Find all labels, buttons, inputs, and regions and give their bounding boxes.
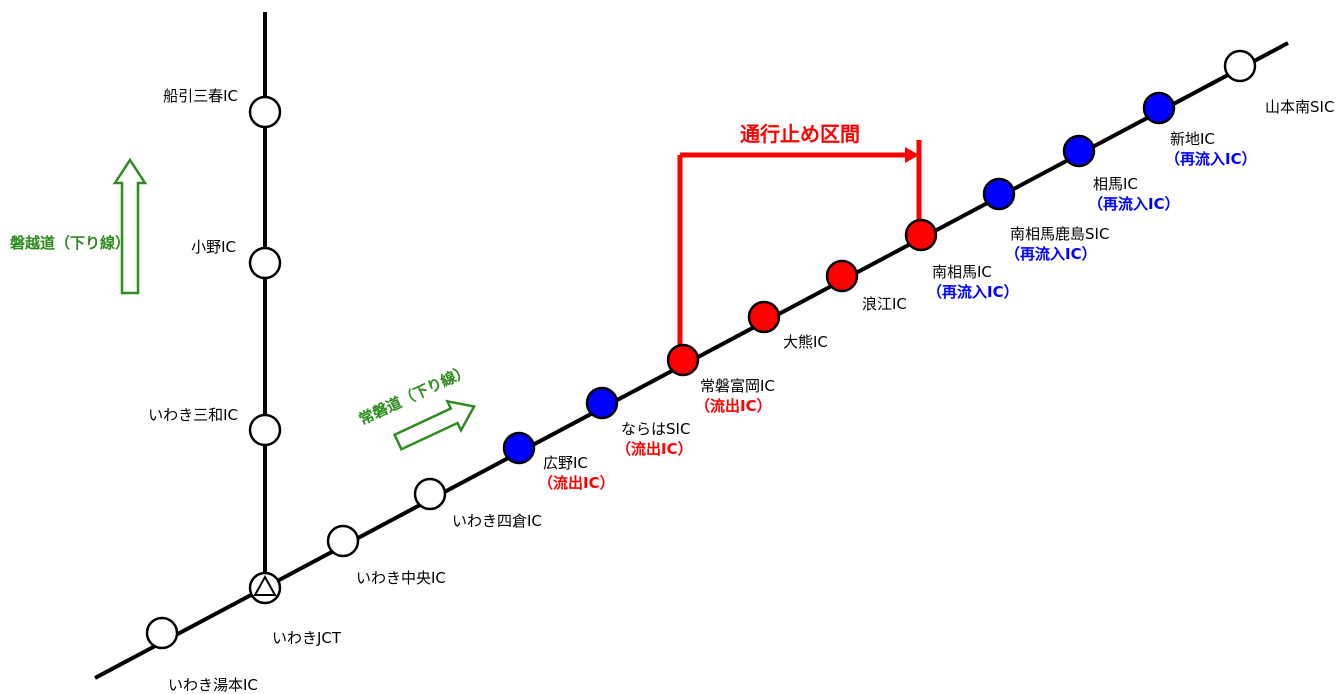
joban-station-marker [1062, 134, 1096, 168]
joban-station-note: （再流入IC） [1088, 195, 1180, 213]
joban-station-marker [413, 477, 447, 511]
joban-station-marker [982, 177, 1016, 211]
joban-station-note: （流出IC） [695, 397, 772, 415]
joban-station-label: 南相馬IC [932, 263, 992, 281]
joban-station-marker [904, 218, 938, 252]
closure-label: 通行止め区間 [740, 122, 860, 146]
joban-station-marker [1142, 91, 1176, 125]
joban-station-note: （再流入IC） [1005, 245, 1097, 263]
banetsu-road-label: 磐越道（下り線） [9, 234, 130, 252]
joban-station-label: 浪江IC [862, 295, 907, 313]
joban-station-marker [502, 431, 536, 465]
banetsu-station-label: 船引三春IC [163, 87, 238, 105]
joban-station-label: 常磐富岡IC [700, 377, 775, 395]
joban-station-marker [825, 259, 859, 293]
joban-direction-arrow-icon [392, 399, 477, 451]
joban-station-marker [666, 343, 700, 377]
joban-station-note: （流出IC） [538, 474, 615, 492]
joban-station-label: いわき四倉IC [452, 512, 542, 530]
joban-station-label: いわき湯本IC [168, 676, 258, 694]
closure-bracket [677, 140, 922, 355]
joban-station-note: （再流入IC） [1165, 150, 1257, 168]
joban-station-marker [145, 616, 179, 650]
joban-station-label: ならはSIC [621, 420, 690, 438]
joban-station-label: 山本南SIC [1265, 98, 1334, 116]
junction-label: いわきJCT [272, 629, 342, 647]
joban-station-note: （再流入IC） [927, 283, 1019, 301]
banetsu-station-marker [248, 95, 282, 129]
junction-marker [248, 571, 282, 605]
joban-station-note: （流出IC） [616, 440, 693, 458]
triangle-icon [253, 574, 277, 596]
banetsu-station-label: いわき三和IC [148, 406, 238, 424]
joban-station-label: 南相馬鹿島SIC [1010, 225, 1109, 243]
joban-station-label: 大熊IC [783, 333, 828, 351]
joban-station-label: 相馬IC [1093, 175, 1138, 193]
joban-station-marker [747, 300, 781, 334]
banetsu-station-marker [248, 246, 282, 280]
joban-station-label: 広野IC [543, 454, 588, 472]
joban-station-label: 新地IC [1170, 130, 1215, 148]
banetsu-stations: 船引三春IC 小野IC いわき三和IC [148, 87, 282, 447]
joban-station-marker [1223, 49, 1257, 83]
banetsu-station-marker [248, 413, 282, 447]
joban-station-marker [585, 386, 619, 420]
banetsu-station-label: 小野IC [191, 238, 236, 256]
joban-station-marker [326, 524, 360, 558]
joban-station-label: いわき中央IC [356, 569, 446, 587]
banetsu-direction-arrow-icon [112, 157, 148, 295]
joban-stations: いわき湯本IC いわき中央IC いわき四倉IC 広野IC （流出IC） ならはSIC （流出… [145, 49, 1334, 694]
